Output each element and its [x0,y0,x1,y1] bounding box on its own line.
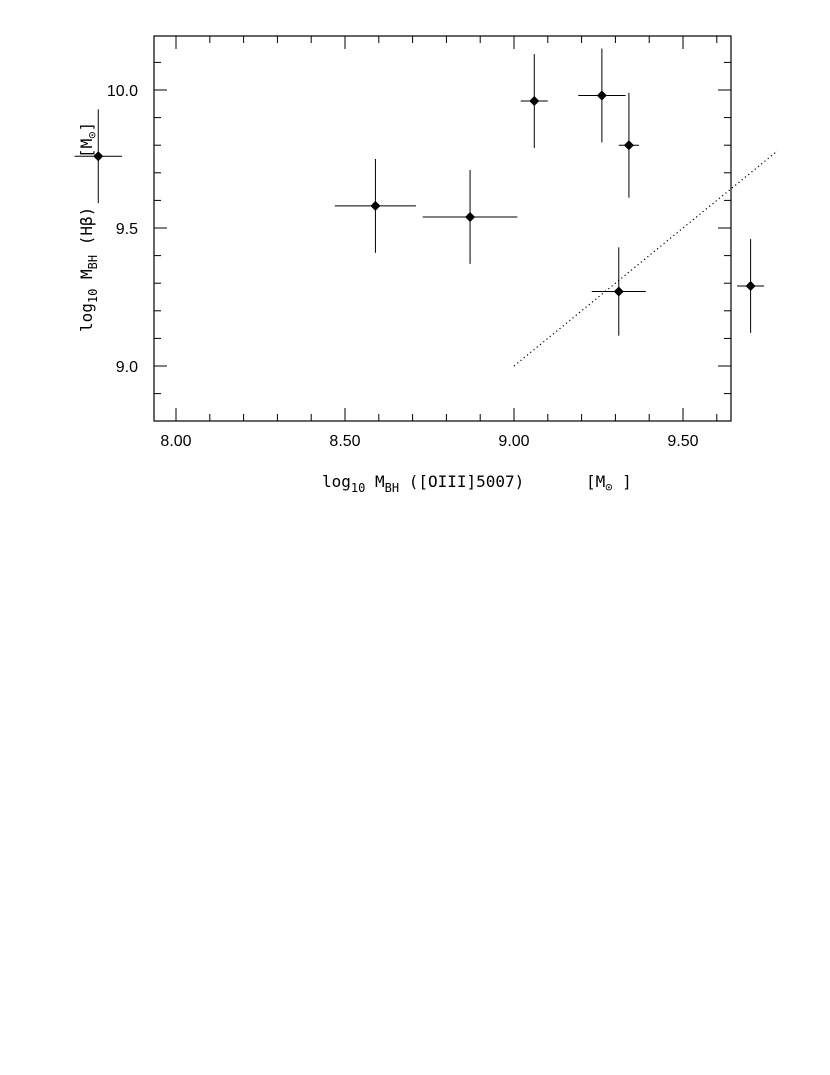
x-tick-label: 8.00 [160,433,191,450]
data-point [520,54,548,148]
y-tick-label: 9.0 [116,359,138,376]
diamond-marker [613,286,624,297]
axis-ticks [154,36,731,421]
x-tick-label: 9.50 [667,433,698,450]
data-point [334,159,416,253]
x-tick-label: 8.50 [329,433,360,450]
plot-frame [153,35,732,422]
data-point [74,109,122,204]
x-axis-unit: [M⊙ ] [586,472,632,494]
data-point [737,239,765,333]
reference-line [513,150,779,367]
reference-dotted-line [513,150,779,367]
y-axis-label: log10 MBH (Hβ) [77,207,100,332]
diamond-marker [465,211,476,222]
diamond-marker [596,90,607,101]
data-points [74,48,765,336]
x-tick-label: 9.00 [498,433,529,450]
diamond-marker [745,280,756,291]
y-tick-label: 10.0 [107,83,138,100]
diamond-marker [529,96,540,107]
data-point [618,92,640,198]
y-axis-unit: [M⊙] [77,122,99,158]
diamond-marker [623,140,634,151]
data-point [591,247,646,336]
data-point [578,48,626,143]
y-tick-label: 9.5 [116,221,138,238]
axis-tick-labels: 8.00 8.50 9.00 9.50 9.0 9.5 10.0 [107,83,699,450]
data-point [422,170,518,264]
diamond-marker [93,151,104,162]
x-axis-label: log10 MBH ([OIII]5007) [322,472,524,495]
diamond-marker [370,200,381,211]
